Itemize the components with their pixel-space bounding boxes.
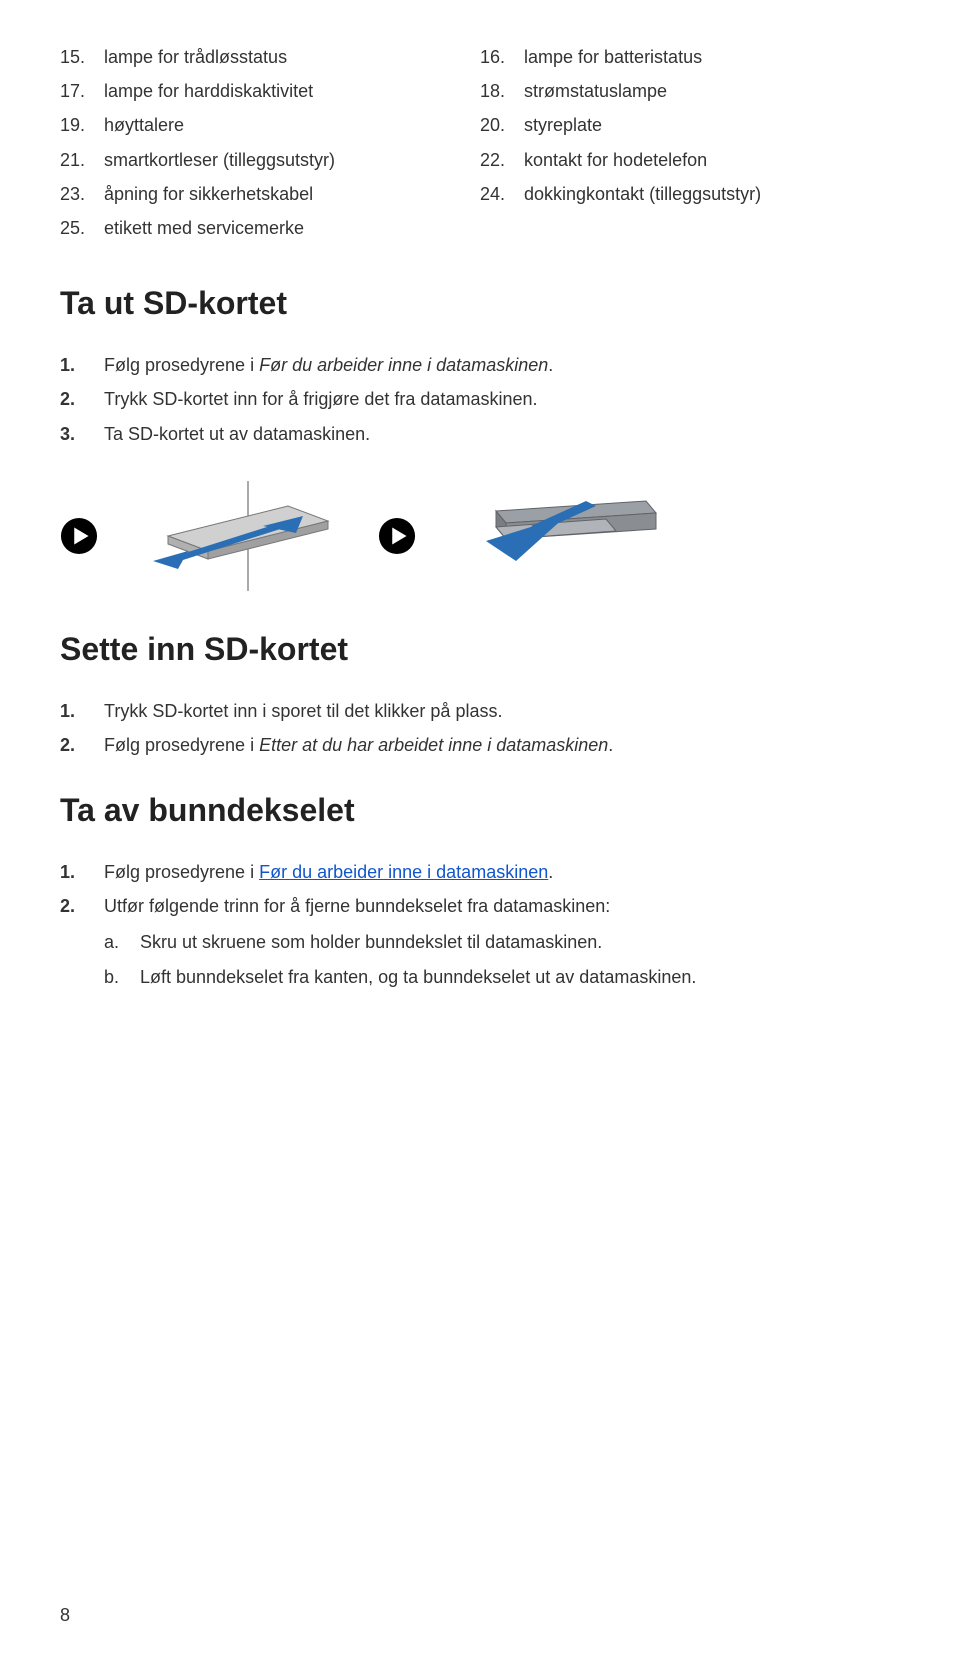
- list-item: 22.kontakt for hodetelefon: [480, 143, 900, 177]
- step-suffix: .: [608, 735, 613, 755]
- list-text: lampe for batteristatus: [524, 40, 702, 74]
- list-num: 20.: [480, 108, 524, 142]
- step-body: Trykk SD-kortet inn for å frigjøre det f…: [104, 382, 900, 416]
- step-body: Ta SD-kortet ut av datamaskinen.: [104, 417, 900, 451]
- step-body: Trykk SD-kortet inn i sporet til det kli…: [104, 694, 900, 728]
- step-num: 1.: [60, 694, 104, 728]
- sub-step: a.Skru ut skruene som holder bunndekslet…: [104, 925, 900, 959]
- list-text: etikett med servicemerke: [104, 211, 304, 245]
- step-suffix: .: [548, 862, 553, 882]
- page-number: 8: [60, 1605, 70, 1626]
- list-text: kontakt for hodetelefon: [524, 143, 707, 177]
- sub-num: a.: [104, 925, 140, 959]
- step-body: Følg prosedyrene i Før du arbeider inne …: [104, 855, 900, 889]
- step-num: 3.: [60, 417, 104, 451]
- list-text: høyttalere: [104, 108, 184, 142]
- section-title-insert-sd: Sette inn SD-kortet: [60, 631, 900, 668]
- step-item: 2. Utfør følgende trinn for å fjerne bun…: [60, 889, 900, 994]
- list-text: dokkingkontakt (tilleggsutstyr): [524, 177, 761, 211]
- list-num: 16.: [480, 40, 524, 74]
- list-text: lampe for trådløsstatus: [104, 40, 287, 74]
- step-num: 2.: [60, 728, 104, 762]
- list-num: 25.: [60, 211, 104, 245]
- sub-step: b.Løft bunndekselet fra kanten, og ta bu…: [104, 960, 900, 994]
- list-item: 16.lampe for batteristatus: [480, 40, 900, 74]
- list-num: 21.: [60, 143, 104, 177]
- list-item: 15.lampe for trådløsstatus: [60, 40, 480, 74]
- list-item: 20.styreplate: [480, 108, 900, 142]
- step-italic: Etter at du har arbeidet inne i datamask…: [259, 735, 608, 755]
- sub-text: Skru ut skruene som holder bunndekslet t…: [140, 925, 602, 959]
- step-item: 2. Følg prosedyrene i Etter at du har ar…: [60, 728, 900, 762]
- sd-remove-diagram: [446, 481, 666, 591]
- step-item: 3. Ta SD-kortet ut av datamaskinen.: [60, 417, 900, 451]
- play-icon: [60, 517, 98, 555]
- step-num: 1.: [60, 855, 104, 889]
- list-num: 19.: [60, 108, 104, 142]
- step-num: 1.: [60, 348, 104, 382]
- list-item: 23.åpning for sikkerhetskabel: [60, 177, 480, 211]
- list-item: 24.dokkingkontakt (tilleggsutstyr): [480, 177, 900, 211]
- list-num: 18.: [480, 74, 524, 108]
- step-prefix: Følg prosedyrene i: [104, 862, 259, 882]
- play-icon: [378, 517, 416, 555]
- list-item: 17.lampe for harddiskaktivitet: [60, 74, 480, 108]
- sd-diagram: [60, 481, 900, 591]
- list-text: åpning for sikkerhetskabel: [104, 177, 313, 211]
- step-item: 1. Følg prosedyrene i Før du arbeider in…: [60, 855, 900, 889]
- step-num: 2.: [60, 889, 104, 994]
- step-num: 2.: [60, 382, 104, 416]
- steps-remove-sd: 1. Følg prosedyrene i Før du arbeider in…: [60, 348, 900, 451]
- list-num: 22.: [480, 143, 524, 177]
- step-item: 2. Trykk SD-kortet inn for å frigjøre de…: [60, 382, 900, 416]
- list-item: 25.etikett med servicemerke: [60, 211, 480, 245]
- list-text: styreplate: [524, 108, 602, 142]
- list-item: 19.høyttalere: [60, 108, 480, 142]
- sub-num: b.: [104, 960, 140, 994]
- sub-text: Løft bunndekselet fra kanten, og ta bunn…: [140, 960, 696, 994]
- step-italic: Før du arbeider inne i datamaskinen: [259, 355, 548, 375]
- steps-insert-sd: 1. Trykk SD-kortet inn i sporet til det …: [60, 694, 900, 762]
- list-text: strømstatuslampe: [524, 74, 667, 108]
- component-list: 15.lampe for trådløsstatus 16.lampe for …: [60, 40, 900, 245]
- sub-steps: a.Skru ut skruene som holder bunndekslet…: [104, 925, 900, 993]
- list-num: 15.: [60, 40, 104, 74]
- step-prefix: Følg prosedyrene i: [104, 355, 259, 375]
- step-body: Følg prosedyrene i Etter at du har arbei…: [104, 728, 900, 762]
- sd-press-diagram: [128, 481, 348, 591]
- step-body: Utfør følgende trinn for å fjerne bunnde…: [104, 889, 900, 994]
- list-item: 21.smartkortleser (tilleggsutstyr): [60, 143, 480, 177]
- step-prefix: Følg prosedyrene i: [104, 735, 259, 755]
- procedure-link[interactable]: Før du arbeider inne i datamaskinen: [259, 862, 548, 882]
- step-text: Utfør følgende trinn for å fjerne bunnde…: [104, 896, 610, 916]
- list-num: 24.: [480, 177, 524, 211]
- section-title-remove-cover: Ta av bunndekselet: [60, 792, 900, 829]
- list-item: 18.strømstatuslampe: [480, 74, 900, 108]
- list-text: lampe for harddiskaktivitet: [104, 74, 313, 108]
- section-title-remove-sd: Ta ut SD-kortet: [60, 285, 900, 322]
- list-text: smartkortleser (tilleggsutstyr): [104, 143, 335, 177]
- step-suffix: .: [548, 355, 553, 375]
- list-num: 17.: [60, 74, 104, 108]
- steps-remove-cover: 1. Følg prosedyrene i Før du arbeider in…: [60, 855, 900, 994]
- list-num: 23.: [60, 177, 104, 211]
- step-body: Følg prosedyrene i Før du arbeider inne …: [104, 348, 900, 382]
- step-item: 1. Følg prosedyrene i Før du arbeider in…: [60, 348, 900, 382]
- step-item: 1. Trykk SD-kortet inn i sporet til det …: [60, 694, 900, 728]
